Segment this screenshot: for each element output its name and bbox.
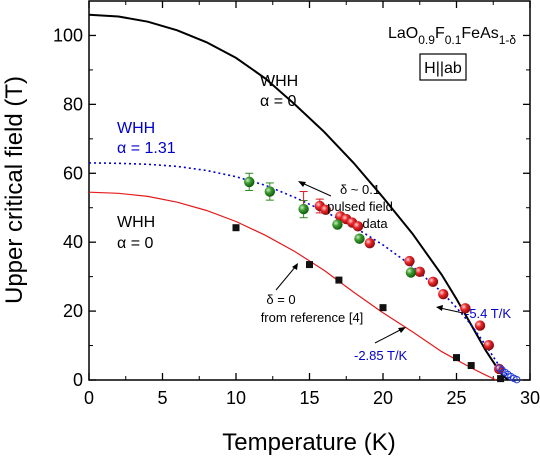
formula-main: LaO [388,25,418,42]
red-data-point [483,340,495,351]
whh-curve-2 [88,162,513,381]
field-direction-box [419,53,467,81]
pulsed-delta: δ ~ 0.1 [340,182,380,197]
whh-red-label: WHH [117,214,155,231]
red-data-point [474,320,486,331]
pulsed-arrowhead [298,181,306,187]
reference-arrowhead [292,263,298,270]
slope-pulsed-arrow [439,307,464,314]
slope-reference: -2.85 T/K [354,348,408,363]
formula-label: LaO0.9F0.1FeAs1-δ [388,25,516,47]
reference-data-point [335,276,343,284]
error-bars [245,172,324,219]
green-data-point [298,203,309,215]
red-data-point [352,221,364,232]
x-tick-label: 25 [446,388,466,408]
y-tick-label: 40 [63,232,83,252]
slope-reference-arrow [374,328,403,344]
slope-pulsed: -5.4 T/K [465,306,511,321]
green-data-point [244,176,255,188]
red-data-point [364,238,375,249]
formula-sub-delta: 1-δ [499,33,517,47]
svg-text:LaO0.9F0.1FeAs1-δ: LaO0.9F0.1FeAs1-δ [388,25,516,47]
pulsed-data: data [362,216,388,231]
whh-blue-label: WHH [117,120,155,137]
reference-data-point [453,354,460,362]
slope-reference-arrowhead [398,327,406,333]
x-tick-label: 10 [226,388,246,408]
reference-arrow [275,265,297,291]
y-tick-label: 80 [63,94,83,114]
green-data-point [264,186,276,197]
formula-f: F [435,25,445,42]
red-data-point [460,303,471,314]
field-direction-label: H||ab [424,60,462,77]
reference-data-point [306,261,313,269]
green-data-point [332,219,343,230]
x-tick-label: 0 [84,388,94,408]
data-markers [232,176,521,384]
axis-ticks [88,1,531,381]
y-tick-label: 100 [53,25,83,45]
slope-pulsed-arrowhead [436,305,443,311]
whh-black-label: WHH [260,73,298,90]
formula-sub-f: 0.1 [445,33,462,47]
x-tick-label: 5 [157,388,167,408]
formula-feas: FeAs [461,25,498,42]
red-data-point [404,255,415,267]
reference-data-point [232,224,240,232]
y-tick-label: 0 [73,370,83,390]
whh-blue-alpha: α = 1.31 [117,140,176,157]
red-data-point [414,266,425,278]
whh-black-alpha: α = 0 [260,93,296,110]
x-tick-label: 20 [373,388,393,408]
x-tick-label: 30 [520,388,540,408]
y-tick-label: 20 [63,301,83,321]
reference-source: from reference [4] [261,310,364,325]
x-tick-label: 15 [299,388,319,408]
y-axis-label: Upper critical field (T) [1,76,28,304]
reference-delta: δ = 0 [266,292,295,307]
red-data-point [438,289,449,300]
pulsed-arrow [301,182,332,197]
green-data-point [405,267,417,278]
reference-data-point [497,375,505,383]
y-tick-label: 60 [63,163,83,183]
pulsed-field: pulsed field [327,199,393,214]
formula-sub-o: 0.9 [418,33,435,47]
x-axis-label: Temperature (K) [222,429,395,456]
tick-labels: 0 5 10 15 20 25 30 0 20 40 60 80 100 [53,25,540,408]
red-data-point [427,276,439,288]
blue-open-data-point [513,375,521,384]
whh-red-alpha: α = 0 [117,235,153,252]
reference-data-point [467,362,475,370]
green-data-point [354,233,365,244]
reference-data-point [379,304,387,312]
red-data-point [320,204,331,215]
